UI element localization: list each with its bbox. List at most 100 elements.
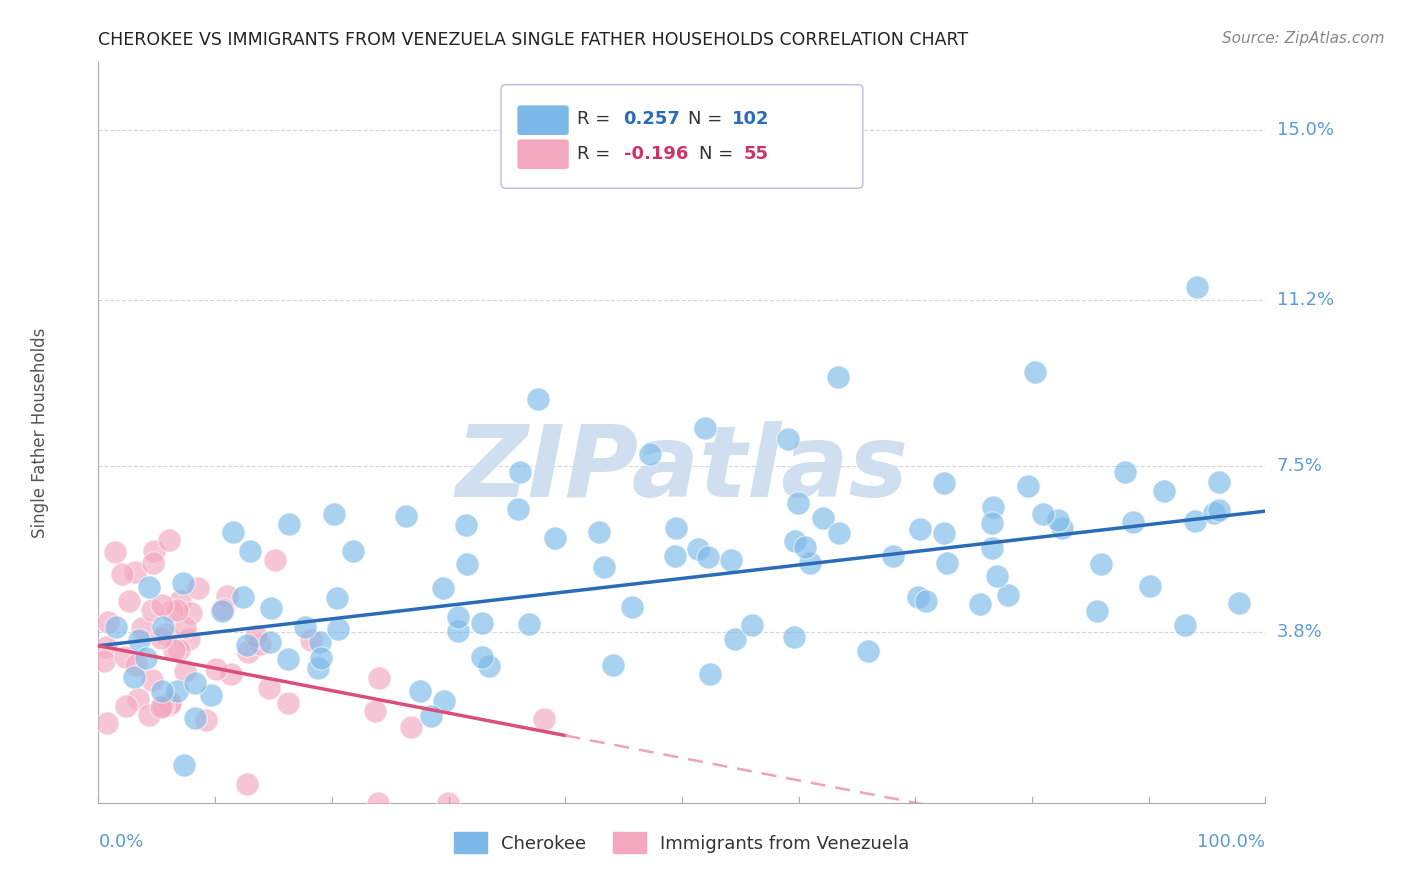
Point [981,500,1004,515]
Point [122,670,145,684]
Point [981,516,1004,530]
Text: N =: N = [688,111,728,128]
Point [1122,515,1144,529]
Point [1208,475,1230,489]
Point [588,525,610,540]
Point [1187,280,1209,294]
Point [142,557,165,571]
FancyBboxPatch shape [517,139,568,169]
Point [311,651,333,665]
Point [239,544,262,558]
Point [277,517,299,532]
Point [638,447,661,461]
Point [328,622,350,636]
Point [517,617,540,632]
Point [720,553,742,567]
Point [1046,513,1069,527]
Point [533,713,555,727]
Point [665,521,688,535]
Point [174,619,197,633]
Point [308,635,330,649]
Point [934,476,956,491]
Point [1204,506,1226,520]
Point [326,591,349,606]
Point [799,557,821,571]
Point [447,610,470,624]
Text: 100.0%: 100.0% [1198,833,1265,851]
Text: 3.8%: 3.8% [1277,624,1322,641]
Legend: Cherokee, Immigrants from Venezuela: Cherokee, Immigrants from Venezuela [447,825,917,861]
Point [264,553,287,567]
Point [1024,365,1046,379]
Point [395,508,418,523]
Point [932,525,955,540]
Point [1114,465,1136,479]
Point [141,673,163,688]
Point [150,684,173,698]
Point [114,649,136,664]
Point [159,696,181,710]
Point [342,544,364,558]
Point [152,619,174,633]
Point [299,633,322,648]
Point [882,549,904,564]
Point [138,707,160,722]
Point [294,620,316,634]
Point [420,708,443,723]
Point [259,635,281,649]
Point [1050,521,1073,535]
Text: 15.0%: 15.0% [1277,120,1333,139]
Point [543,532,565,546]
Text: ZIPatlas: ZIPatlas [456,421,908,518]
Point [776,432,799,446]
Point [399,720,422,734]
Point [828,525,851,540]
Point [166,684,188,698]
Point [219,667,242,681]
Point [155,626,177,640]
Point [437,796,460,810]
Text: N =: N = [699,145,740,162]
Point [593,560,616,574]
Point [184,711,207,725]
Point [166,603,188,617]
Point [128,633,150,648]
Point [1032,507,1054,521]
Point [471,649,494,664]
Point [277,651,299,665]
Point [180,606,202,620]
Point [1153,483,1175,498]
Point [257,681,280,695]
Text: 55: 55 [744,145,769,162]
Text: Single Father Households: Single Father Households [31,327,49,538]
Point [143,544,166,558]
Point [447,624,470,638]
Point [194,713,217,727]
Point [1090,557,1112,571]
Point [323,507,346,521]
FancyBboxPatch shape [517,105,568,135]
Point [163,643,186,657]
Point [602,658,624,673]
Point [169,594,191,608]
Point [827,370,849,384]
Point [200,688,222,702]
Point [212,601,235,615]
Point [205,662,228,676]
Point [172,576,194,591]
Point [249,636,271,650]
Point [157,533,180,547]
Point [211,604,233,618]
Text: -0.196: -0.196 [623,145,688,162]
Point [307,661,329,675]
Point [1017,479,1039,493]
Point [471,616,494,631]
Text: R =: R = [576,111,616,128]
Point [149,700,172,714]
Point [693,421,716,435]
FancyBboxPatch shape [501,85,863,188]
Point [986,569,1008,583]
Point [115,699,138,714]
Point [222,525,245,540]
Point [620,600,643,615]
